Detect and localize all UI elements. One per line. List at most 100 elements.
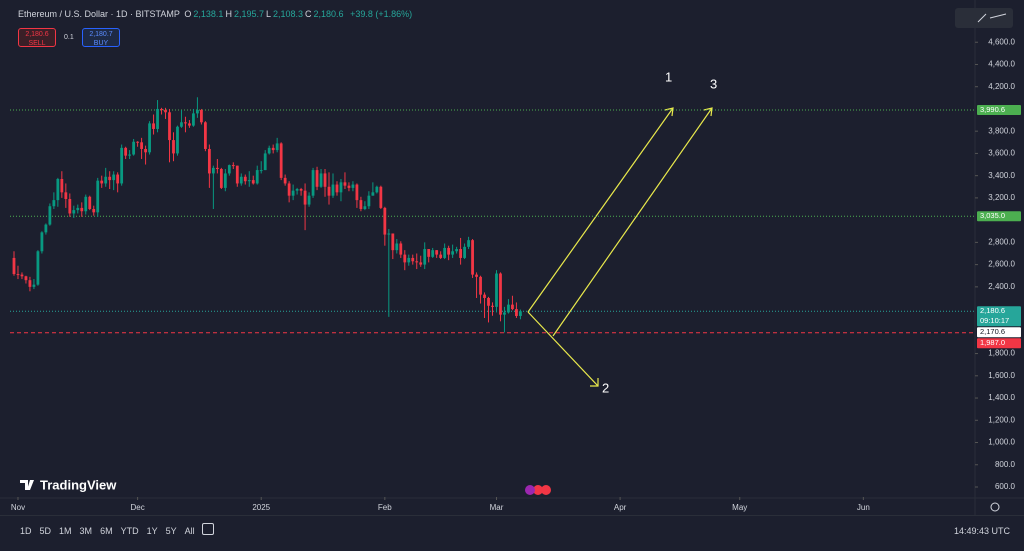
candle-body (311, 170, 315, 196)
quantity[interactable]: 0.1 (64, 34, 74, 41)
ohlc-key: O (184, 9, 192, 19)
candle-body (379, 186, 383, 208)
x-tick-label: Apr (614, 503, 627, 512)
y-tick-label: 1,000.0 (988, 438, 1015, 447)
candle-body (104, 176, 108, 184)
candle-body (291, 190, 295, 196)
ohlc-value: 2,180.6 (313, 9, 344, 19)
event-icon[interactable] (541, 485, 551, 495)
candle-body (168, 112, 171, 141)
candle-body (459, 249, 462, 258)
arrow-head (590, 107, 713, 387)
candle-body (128, 154, 132, 156)
symbol: Ethereum / U.S. Dollar · 1D · BITSTAMP (18, 9, 180, 19)
toolbar[interactable] (955, 8, 1013, 28)
buy-label: BUY (93, 40, 109, 47)
candle-body (259, 170, 263, 172)
candle-body (40, 232, 44, 252)
range-button[interactable]: 1Y (146, 526, 158, 536)
y-tick-label: 2,400.0 (988, 282, 1015, 291)
candle-body (180, 122, 183, 127)
event-icon[interactable] (525, 485, 535, 495)
arrow-line (527, 107, 674, 313)
range-button[interactable]: 3M (79, 526, 93, 536)
y-tick-label: 3,200.0 (988, 193, 1015, 202)
candle-body (140, 142, 143, 149)
price-label-box (977, 104, 1021, 115)
candle-body (483, 294, 486, 298)
range-button[interactable]: 6M (100, 526, 113, 536)
y-tick-label: 1,600.0 (988, 371, 1015, 380)
candle-body (235, 165, 239, 184)
logo-icon (20, 480, 34, 490)
buy-button[interactable]: 2,180.7 BUY (82, 28, 120, 47)
candle-body (299, 189, 303, 191)
sell-button[interactable]: 2,180.6 SELL (18, 28, 56, 47)
candle-body (443, 247, 447, 258)
x-tick-label: May (732, 503, 747, 512)
candle-body (431, 250, 435, 257)
candle-body (124, 147, 128, 156)
event-icon[interactable] (533, 485, 543, 495)
range-button[interactable]: All (184, 526, 195, 536)
candle-body (92, 209, 96, 213)
price-label-box (977, 327, 1021, 338)
candle-body (239, 176, 243, 184)
candle-body (12, 257, 16, 275)
candle-body (132, 141, 136, 155)
range-button[interactable]: 1D (20, 526, 32, 536)
toolbar-icon[interactable] (977, 13, 1007, 23)
x-tick-label: Nov (11, 503, 25, 512)
candle-body (251, 180, 255, 184)
candle-body (188, 123, 191, 126)
annotation: 3 (710, 76, 717, 91)
ohlc-value: 2,195.7 (233, 9, 264, 19)
candle-body (16, 274, 20, 276)
candle-body (467, 240, 470, 247)
candle-body (415, 261, 419, 263)
candle-body (343, 182, 347, 186)
candle-body (367, 195, 371, 207)
candle-body (96, 180, 100, 213)
settings-icon[interactable] (990, 502, 1000, 512)
drawing (527, 107, 713, 387)
candle-body (20, 274, 24, 277)
candle-body (475, 274, 478, 277)
price-label: 2,180.6 (980, 306, 1005, 315)
candle-body (455, 249, 459, 252)
candle-body (519, 311, 522, 316)
range-button[interactable]: YTD (120, 526, 139, 536)
ohlc-key: C (305, 9, 312, 19)
candle-body (156, 108, 159, 129)
candle-body (172, 140, 175, 154)
candle-body (263, 153, 267, 171)
range-button[interactable]: 5Y (165, 526, 177, 536)
candle-body (479, 276, 482, 295)
legend: Ethereum / U.S. Dollar · 1D · BITSTAMP O… (18, 9, 414, 19)
candle-body (56, 178, 60, 201)
buy-price: 2,180.7 (89, 31, 113, 38)
price-label: 3,035.0 (980, 211, 1005, 220)
candle-body (503, 312, 506, 315)
y-tick-label: 3,400.0 (988, 171, 1015, 180)
ohlc-key: H (225, 9, 232, 19)
candle-body (323, 173, 327, 187)
price-label: 1,987.0 (980, 338, 1005, 347)
range-button[interactable]: 1M (59, 526, 72, 536)
candle-body (511, 304, 514, 310)
annotation: 1 (665, 69, 672, 84)
candle-body (407, 257, 411, 263)
candle-body (164, 110, 167, 113)
candle-body (387, 233, 391, 235)
y-tick-label: 2,800.0 (988, 237, 1015, 246)
candle-body (271, 147, 275, 151)
price-label-box (977, 306, 1021, 327)
date-range-icon[interactable] (202, 523, 214, 535)
candle-body (363, 206, 367, 210)
candle-body (423, 249, 427, 265)
range-button[interactable]: 5D (39, 526, 52, 536)
x-tick-label: Dec (130, 503, 144, 512)
candle-body (176, 126, 179, 154)
candle-body (207, 148, 211, 174)
candle-body (64, 192, 68, 200)
